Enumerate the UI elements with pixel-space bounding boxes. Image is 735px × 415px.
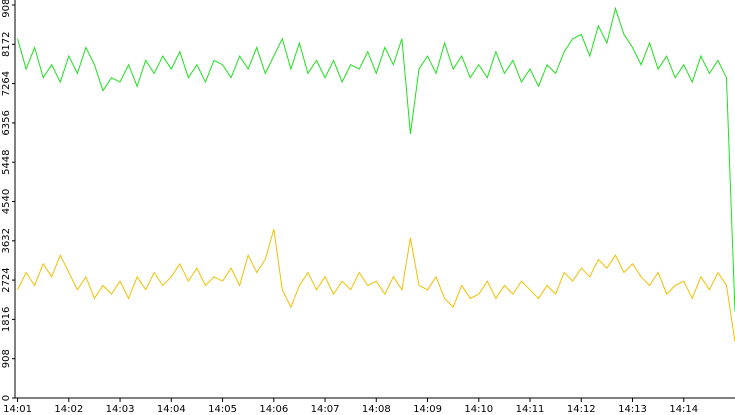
- y-tick-label: 2724: [1, 267, 12, 292]
- y-tick-label: 908: [1, 349, 12, 368]
- y-tick-label: 0: [1, 395, 12, 401]
- x-tick-label: 14:06: [259, 404, 288, 415]
- x-tick-label: 14:11: [516, 404, 545, 415]
- x-tick-label: 14:10: [464, 404, 493, 415]
- x-tick-label: 14:04: [157, 404, 186, 415]
- x-tick-label: 14:05: [208, 404, 237, 415]
- y-tick-label: 7264: [1, 71, 12, 96]
- x-tick-label: 14:07: [311, 404, 340, 415]
- x-tick-label: 14:02: [54, 404, 83, 415]
- y-tick-label: 4540: [1, 189, 12, 214]
- y-tick-label: 6356: [1, 110, 12, 135]
- y-tick-label: 1816: [1, 307, 12, 332]
- y-tick-label: 8172: [1, 32, 12, 57]
- x-tick-label: 14:12: [567, 404, 596, 415]
- x-tick-label: 14:14: [669, 404, 698, 415]
- series-line: [17, 6, 735, 312]
- x-tick-label: 14:09: [413, 404, 442, 415]
- y-tick-label: 5448: [1, 149, 12, 174]
- x-tick-label: 14:03: [106, 404, 135, 415]
- series-line: [17, 229, 735, 342]
- y-tick-label: 9080: [1, 0, 12, 18]
- x-tick-label: 14:08: [362, 404, 391, 415]
- y-tick-label: 3632: [1, 228, 12, 253]
- x-tick-label: 14:01: [3, 404, 32, 415]
- x-tick-label: 14:13: [618, 404, 647, 415]
